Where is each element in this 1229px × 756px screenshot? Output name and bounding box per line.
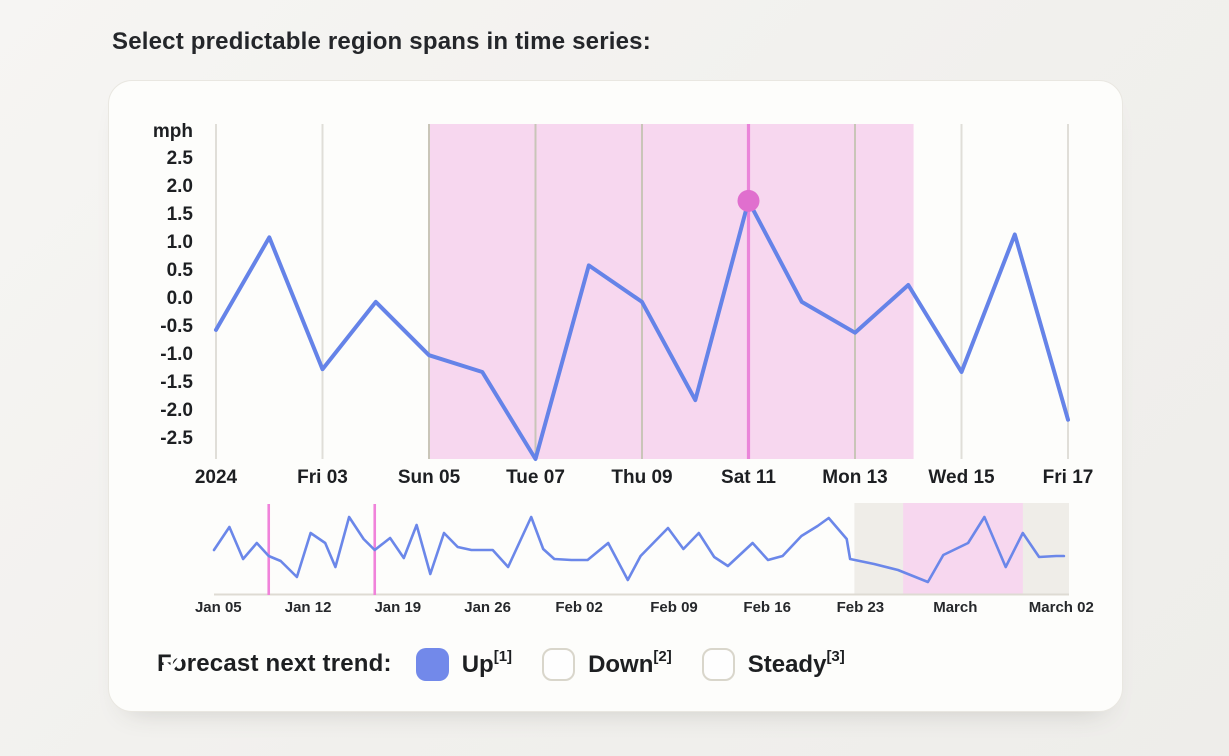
x-tick-label: Sun 05 [397,467,461,488]
y-tick-label: -2.5 [160,428,193,450]
overview-tick-label: Jan 05 [194,599,242,616]
y-axis-unit-label: mph [152,121,193,142]
y-tick-label: 1.0 [166,232,193,253]
overview-tick-label: Feb 09 [650,599,698,616]
x-tick-label: Mon 13 [822,467,888,488]
x-tick-label: Tue 07 [506,467,565,488]
overview-tick-label: Jan 19 [374,599,422,616]
overview-tick-label: Feb 02 [555,599,603,616]
forecast-option-down-label: Down[2] [588,647,672,678]
y-tick-label: 2.5 [166,147,193,169]
forecast-option-down[interactable]: Down[2] [542,647,672,681]
x-tick-label: Fri 17 [1042,467,1094,488]
checkmark-icon [163,654,184,672]
overview-tick-label: Feb 23 [836,599,885,616]
y-tick-label: 2.0 [166,175,193,197]
y-tick-label: 0.5 [166,260,193,281]
overview-tick-label: Jan 12 [284,599,332,616]
forecast-option-up[interactable]: Up[1] [163,647,513,681]
forecast-option-steady[interactable]: Steady[3] [701,647,845,681]
time-series-chart-canvas[interactable] [109,81,1122,711]
page-title: Select predictable region spans in time … [112,28,651,55]
selected-point-marker[interactable] [737,189,760,212]
overview-tick-label: Feb 16 [743,599,791,616]
y-tick-label: 0.0 [166,288,193,310]
forecast-option-steady-label: Steady[3] [747,647,845,678]
y-tick-label: -0.5 [160,316,193,338]
y-tick-label: 1.5 [166,203,193,225]
x-tick-label: Wed 15 [928,467,995,488]
overview-tick-label: March 02 [1028,599,1094,616]
overview-series-line [212,515,1066,584]
y-tick-label: -1.0 [160,344,193,366]
forecast-option-up-label: Up[1] [461,647,513,678]
overview-selected-region[interactable] [903,503,1023,595]
y-tick-label: -1.5 [160,372,193,394]
chart-card: mph 2.5 2.0 1.5 1.0 0.5 0.0 -0.5 -1.0 -1.5 -2.0 -2.… [108,80,1123,712]
x-tick-label: 2024 [194,467,238,488]
x-tick-label: Thu 09 [611,467,673,488]
checkbox-steady[interactable] [701,647,735,681]
overview-tick-label: March [933,599,978,616]
main-series-line [214,198,1070,461]
checkbox-up[interactable] [163,647,449,681]
overview-tick-label: Jan 26 [464,599,511,616]
forecast-row: Forecast next trend: Up[1] Down[2] Stead… [157,646,875,682]
x-tick-label: Fri 03 [297,467,348,488]
checkbox-down[interactable] [542,647,576,681]
y-tick-label: -2.0 [160,400,193,422]
selected-region[interactable] [429,124,914,459]
x-tick-label: Sat 11 [721,467,776,488]
forecast-label: Forecast next trend: [157,650,392,677]
